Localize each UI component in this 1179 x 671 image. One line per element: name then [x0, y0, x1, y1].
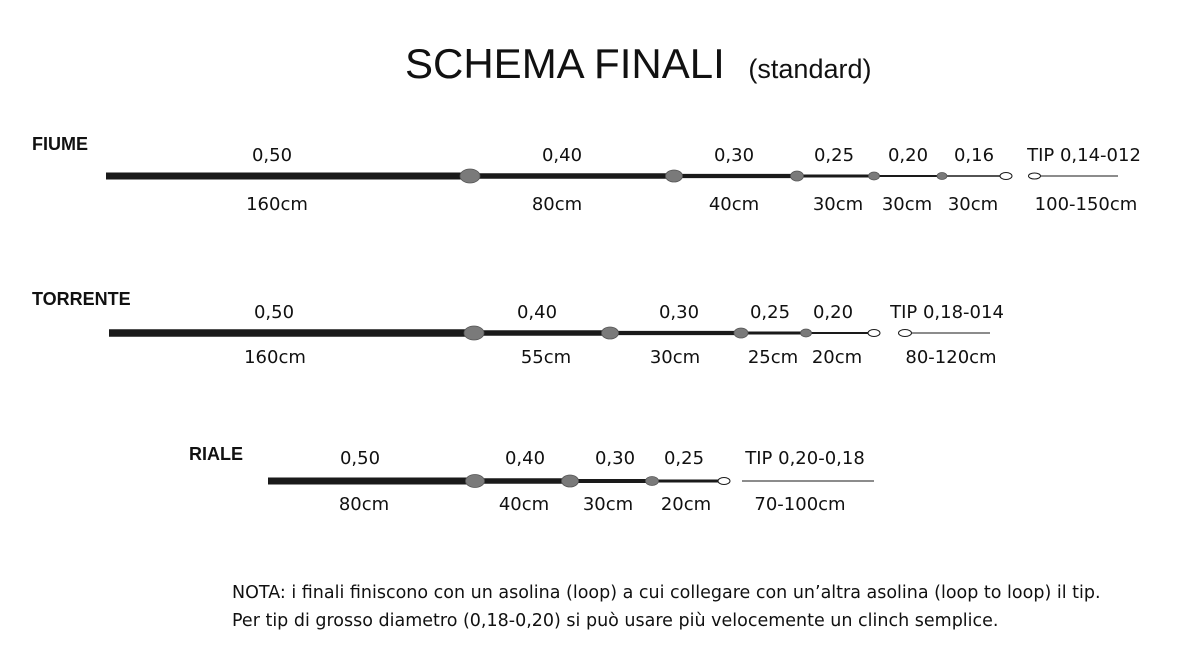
knot-icon: [561, 474, 579, 488]
segment-diameter-label: 0,25: [814, 145, 854, 166]
title-sub: (standard): [748, 54, 871, 84]
knot-icon: [800, 328, 812, 338]
knot-icon: [601, 326, 619, 340]
tip-length-label: 80-120cm: [905, 347, 996, 368]
leaders-layer: 0,50 160cm 0,40 80cm 0,30 40cm 0,25 30cm 0,20 30c…: [106, 145, 1141, 515]
segment-length-label: 160cm: [246, 194, 308, 215]
tip-label: TIP 0,18-014: [889, 302, 1004, 323]
segment-diameter-label: 0,25: [664, 448, 704, 469]
knot-icon: [936, 172, 948, 180]
loop-icon: [999, 172, 1013, 180]
segment-length-label: 160cm: [244, 347, 306, 368]
note-line-2: Per tip di grosso diametro (0,18-0,20) s…: [232, 611, 998, 631]
section-label-riale: RIALE: [189, 444, 243, 464]
segment-length-label: 80cm: [532, 194, 582, 215]
knot-icon: [645, 476, 659, 486]
segment-diameter-label: 0,20: [888, 145, 928, 166]
segment-length-label: 25cm: [748, 347, 798, 368]
knot-icon: [790, 170, 804, 182]
segment-length-label: 30cm: [650, 347, 700, 368]
note-line-1: NOTA: i finali finiscono con un asolina …: [232, 583, 1101, 603]
knot-icon: [459, 168, 481, 184]
segment-length-label: 20cm: [812, 347, 862, 368]
segment-diameter-label: 0,30: [595, 448, 635, 469]
tip-loop-icon: [1028, 172, 1041, 180]
segment-diameter-label: 0,25: [750, 302, 790, 323]
tip-loop-icon: [898, 329, 912, 337]
segment-diameter-label: 0,50: [254, 302, 294, 323]
segment-diameter-label: 0,16: [954, 145, 994, 166]
tip-label: TIP 0,14-012: [1026, 145, 1141, 166]
knot-icon: [665, 169, 683, 183]
tip-length-label: 70-100cm: [754, 494, 845, 515]
segment-diameter-label: 0,50: [340, 448, 380, 469]
segment-diameter-label: 0,30: [714, 145, 754, 166]
segment-length-label: 80cm: [339, 494, 389, 515]
knot-icon: [465, 474, 485, 488]
segment-diameter-label: 0,30: [659, 302, 699, 323]
segment-length-label: 30cm: [583, 494, 633, 515]
section-label-fiume: FIUME: [32, 134, 88, 154]
segment-diameter-label: 0,50: [252, 145, 292, 166]
diagram-title: SCHEMA FINALI (standard): [405, 40, 871, 87]
knot-icon: [868, 171, 880, 181]
segment-diameter-label: 0,20: [813, 302, 853, 323]
segment-diameter-label: 0,40: [505, 448, 545, 469]
segment-length-label: 30cm: [813, 194, 863, 215]
segment-length-label: 40cm: [709, 194, 759, 215]
segment-length-label: 20cm: [661, 494, 711, 515]
segment-length-label: 40cm: [499, 494, 549, 515]
loop-icon: [717, 477, 731, 485]
loop-icon: [867, 329, 881, 337]
tip-label: TIP 0,20-0,18: [744, 448, 865, 469]
title-main: SCHEMA FINALI: [405, 40, 725, 87]
segment-length-label: 30cm: [948, 194, 998, 215]
tip-length-label: 100-150cm: [1035, 194, 1138, 215]
segment-diameter-label: 0,40: [517, 302, 557, 323]
leader-riale: 0,50 80cm 0,40 40cm 0,30 30cm 0,25 20cm TIP 0,20…: [268, 448, 874, 515]
segment-diameter-label: 0,40: [542, 145, 582, 166]
leader-fiume: 0,50 160cm 0,40 80cm 0,30 40cm 0,25 30cm 0,20 30c…: [106, 145, 1141, 215]
segment-length-label: 55cm: [521, 347, 571, 368]
knot-icon: [733, 327, 749, 339]
section-label-torrente: TORRENTE: [32, 289, 131, 309]
leader-torrente: 0,50 160cm 0,40 55cm 0,30 30cm 0,25 25cm 0,20 20c…: [109, 302, 1004, 368]
segment-length-label: 30cm: [882, 194, 932, 215]
knot-icon: [463, 325, 485, 341]
